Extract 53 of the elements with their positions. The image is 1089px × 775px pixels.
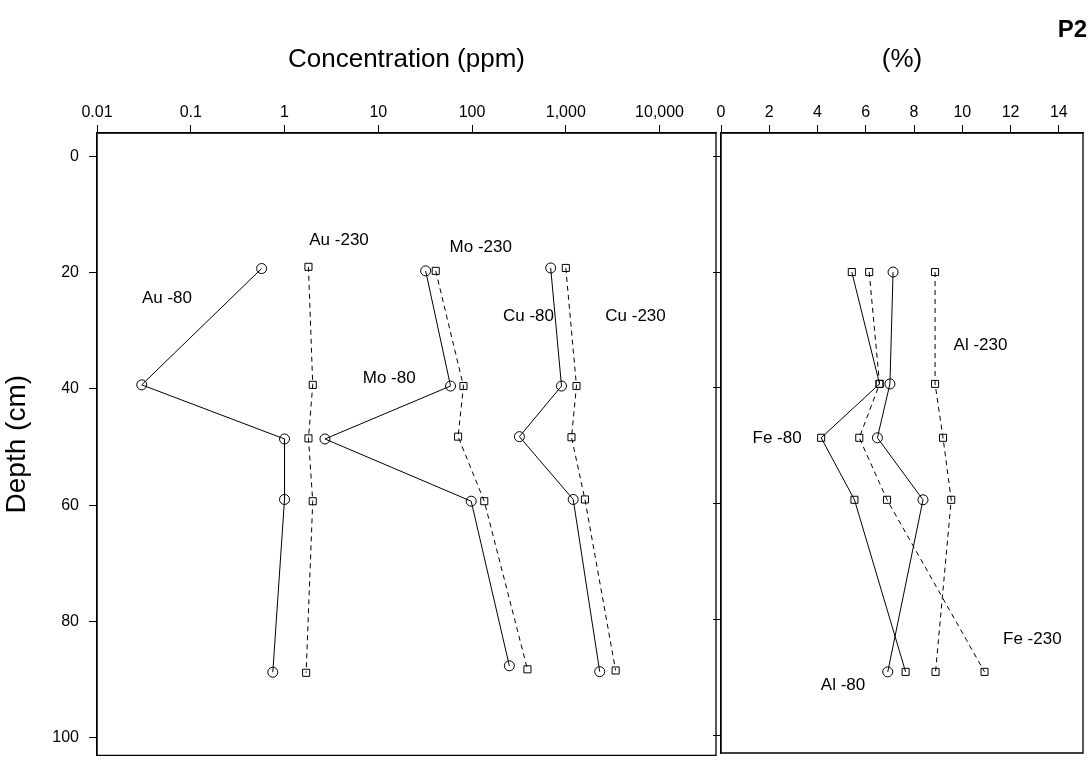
x-tick-label: 0.1 — [179, 102, 202, 120]
point — [980, 667, 989, 676]
point — [931, 379, 940, 388]
y-tick-label: 40 — [61, 379, 80, 397]
x-axis-title: (%) — [881, 42, 923, 73]
x-tick-label: 4 — [813, 102, 823, 120]
x-tick-label: 100 — [458, 102, 486, 120]
y-tick-label: 0 — [70, 146, 80, 164]
point — [938, 433, 948, 442]
point — [931, 667, 940, 676]
x-tick-label: 1,000 — [545, 102, 586, 120]
x-tick-label: 2 — [764, 102, 774, 120]
point — [883, 495, 892, 504]
point — [882, 666, 894, 678]
point — [887, 266, 899, 278]
point — [865, 268, 874, 277]
y-tick-label: 80 — [61, 612, 80, 630]
chart-title: P2 — [1057, 14, 1087, 42]
point — [847, 268, 856, 277]
annotation: Au -230 — [309, 229, 369, 249]
x-tick-label: 8 — [909, 102, 919, 120]
y-axis-title: Depth (cm) — [0, 374, 31, 514]
x-tick-label: 10 — [953, 102, 972, 120]
point — [901, 667, 910, 676]
x-tick-label: 0 — [716, 102, 726, 120]
x-tick-label: 10,000 — [635, 102, 685, 120]
y-tick-label: 20 — [61, 263, 80, 281]
point — [850, 495, 859, 504]
y-tick-label: 100 — [52, 728, 80, 746]
point — [817, 433, 826, 442]
point — [884, 378, 896, 390]
annotation: Cu -230 — [605, 305, 666, 325]
x-axis-title: Concentration (ppm) — [288, 42, 525, 73]
x-tick-label: 6 — [861, 102, 871, 120]
x-tick-label: 1 — [280, 102, 290, 120]
point — [871, 432, 883, 444]
x-tick-label: 14 — [1049, 102, 1068, 120]
annotation: Fe -230 — [1003, 629, 1062, 649]
x-tick-label: 0.01 — [81, 102, 113, 120]
annotation: Fe -80 — [752, 427, 802, 447]
annotation: Al -230 — [953, 334, 1008, 354]
annotation: Mo -230 — [449, 237, 512, 257]
y-tick-label: 60 — [61, 495, 80, 513]
annotation: Cu -80 — [502, 305, 554, 325]
annotation: Au -80 — [141, 288, 192, 308]
point — [855, 433, 864, 442]
x-tick-label: 12 — [1001, 102, 1020, 120]
point — [947, 495, 956, 504]
annotation: Al -80 — [820, 675, 866, 695]
x-tick-label: 10 — [369, 102, 388, 120]
annotation: Mo -80 — [362, 367, 416, 387]
point — [917, 494, 929, 506]
point — [931, 268, 940, 277]
